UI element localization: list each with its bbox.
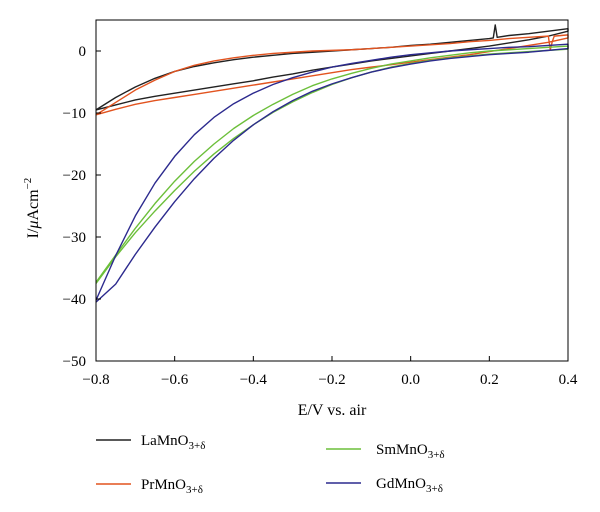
legend-item-prmno3: PrMnO3+δ xyxy=(96,477,203,496)
legend-label-prmno3-sub: 3+δ xyxy=(186,484,203,496)
x-tick-label: −0.4 xyxy=(240,372,268,388)
legend-label-gdmno3-sub: 3+δ xyxy=(426,483,443,495)
x-tick-label: 0.2 xyxy=(480,372,499,388)
x-tick-label: −0.8 xyxy=(82,372,109,388)
y-axis-title-exponent: −2 xyxy=(22,178,34,190)
y-tick-label: −40 xyxy=(63,292,86,308)
legend-item-lamno3: LaMnO3+δ xyxy=(96,433,205,452)
y-tick-label: −50 xyxy=(63,354,86,370)
legend-item-gdmno3: GdMnO3+δ xyxy=(326,476,443,495)
x-tick-label: −0.6 xyxy=(161,372,189,388)
legend-label-prmno3: PrMnO3+δ xyxy=(141,477,203,496)
legend-label-lamno3: LaMnO3+δ xyxy=(141,433,205,452)
y-tick-label: −20 xyxy=(63,168,86,184)
legend-label-smmno3-base: SmMnO xyxy=(376,442,428,458)
legend-label-lamno3-base: LaMnO xyxy=(141,433,189,449)
legend-label-gdmno3: GdMnO3+δ xyxy=(376,476,443,495)
y-axis-title-base: I/ xyxy=(25,228,42,238)
y-tick-label: 0 xyxy=(79,44,87,60)
y-tick-label: −10 xyxy=(63,106,86,122)
x-tick-label: 0.0 xyxy=(401,372,420,388)
y-axis-title-unit: Acm xyxy=(25,189,42,221)
legend: LaMnO3+δ PrMnO3+δ SmMnO3+δ GdMnO3+δ xyxy=(96,433,445,496)
legend-item-smmno3: SmMnO3+δ xyxy=(326,442,445,461)
y-axis-title: I/μAcm−2 xyxy=(22,178,42,239)
series-line-1 xyxy=(95,34,569,116)
series-line-0 xyxy=(95,24,569,111)
x-axis-title: E/V vs. air xyxy=(298,402,367,419)
x-tick-label: 0.4 xyxy=(559,372,578,388)
legend-label-prmno3-base: PrMnO xyxy=(141,477,186,493)
x-tick-label: −0.2 xyxy=(318,372,345,388)
legend-label-lamno3-sub: 3+δ xyxy=(189,440,206,452)
y-tick-label: −30 xyxy=(63,230,86,246)
y-axis-title-mu: μ xyxy=(25,221,42,230)
legend-label-smmno3: SmMnO3+δ xyxy=(376,442,445,461)
legend-label-gdmno3-base: GdMnO xyxy=(376,476,426,492)
legend-label-smmno3-sub: 3+δ xyxy=(428,449,445,461)
axis-ticks: −0.8 −0.6 −0.4 −0.2 0.0 0.2 0.4 0 −10 −20 −30 −40 −5… xyxy=(63,44,578,388)
